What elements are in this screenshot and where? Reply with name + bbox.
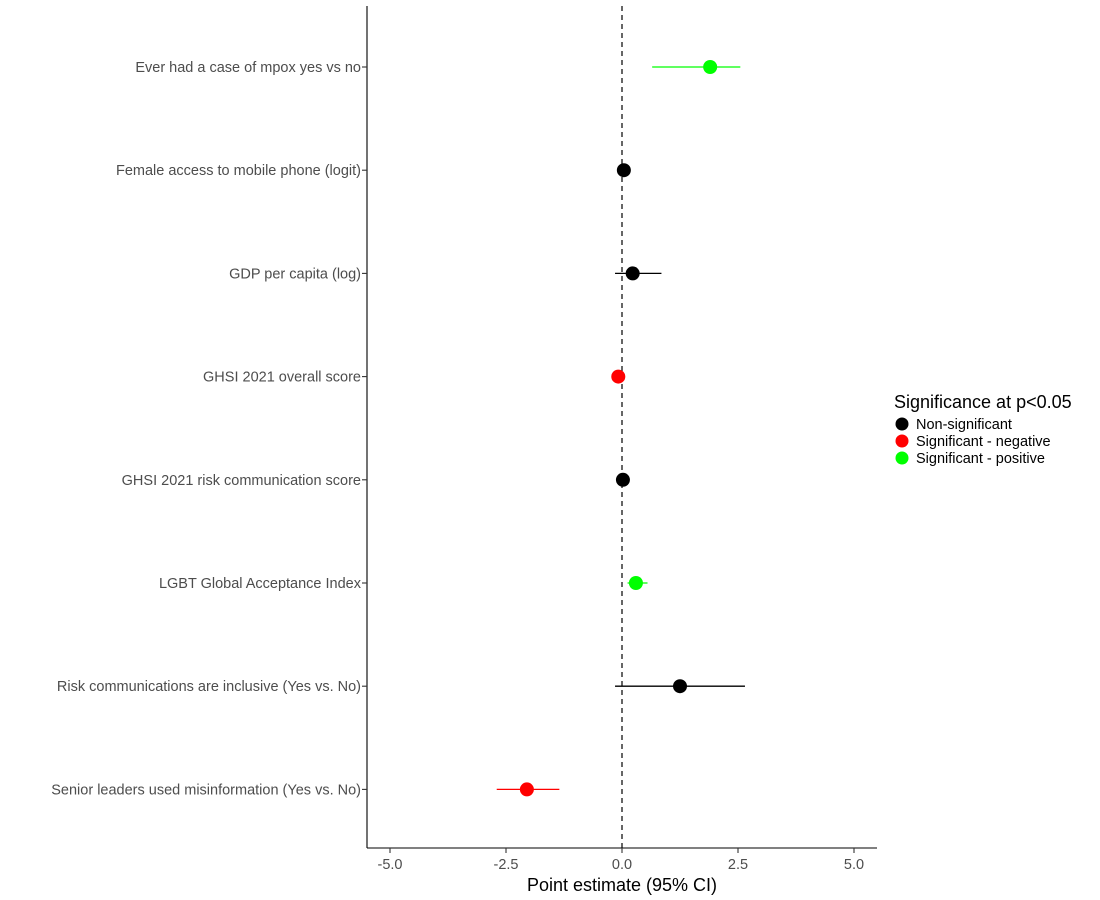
y-tick-label: Senior leaders used misinformation (Yes …: [51, 782, 361, 798]
point-estimate: [616, 163, 631, 178]
y-axis-ticks: Ever had a case of mpox yes vs no Female …: [51, 60, 367, 798]
legend-title: Significance at p<0.05: [894, 392, 1072, 412]
point-estimate: [519, 782, 534, 797]
point-estimate: [628, 576, 643, 590]
plot-area: Ever had a case of mpox yes vs no Female …: [51, 6, 877, 873]
legend-key: [895, 451, 909, 465]
x-axis-ticks: -5.0 -2.5 0.0 2.5 5.0: [378, 848, 864, 873]
estimate-row: [615, 472, 630, 487]
estimate-row: [652, 60, 741, 74]
point-estimate: [615, 472, 630, 487]
point-estimate: [673, 679, 687, 694]
y-tick-label: Ever had a case of mpox yes vs no: [135, 60, 361, 76]
x-tick-label: -2.5: [494, 857, 519, 873]
estimate-rows: [496, 60, 745, 797]
estimate-row: [627, 576, 648, 590]
y-tick-label: GHSI 2021 overall score: [203, 370, 361, 386]
legend-label: Significant - negative: [916, 434, 1051, 450]
x-tick-label: 0.0: [612, 857, 632, 873]
estimate-row: [615, 266, 662, 281]
point-estimate: [703, 60, 718, 74]
y-tick-label: LGBT Global Acceptance Index: [159, 576, 362, 592]
legend-entry: Significant - positive: [895, 451, 1045, 467]
estimate-row: [615, 679, 745, 694]
y-tick-label: GHSI 2021 risk communication score: [122, 473, 361, 489]
legend-key: [895, 417, 909, 431]
legend-key: [895, 434, 909, 448]
y-tick-label: Risk communications are inclusive (Yes v…: [57, 679, 361, 695]
legend: Significance at p<0.05 Non-significantSi…: [894, 392, 1072, 467]
point-estimate: [625, 266, 640, 281]
estimate-row: [496, 782, 560, 797]
y-tick-label: Female access to mobile phone (logit): [116, 163, 361, 179]
x-axis-title: Point estimate (95% CI): [527, 875, 717, 895]
legend-label: Non-significant: [916, 417, 1012, 433]
y-tick-label: GDP per capita (log): [229, 266, 361, 282]
x-tick-label: 5.0: [844, 857, 864, 873]
estimate-row: [616, 163, 631, 178]
x-tick-label: 2.5: [728, 857, 748, 873]
legend-entry: Significant - negative: [895, 434, 1051, 450]
legend-entry: Non-significant: [895, 417, 1012, 433]
legend-label: Significant - positive: [916, 451, 1045, 467]
estimate-row: [611, 369, 626, 384]
point-estimate: [611, 369, 626, 384]
x-tick-label: -5.0: [378, 857, 403, 873]
